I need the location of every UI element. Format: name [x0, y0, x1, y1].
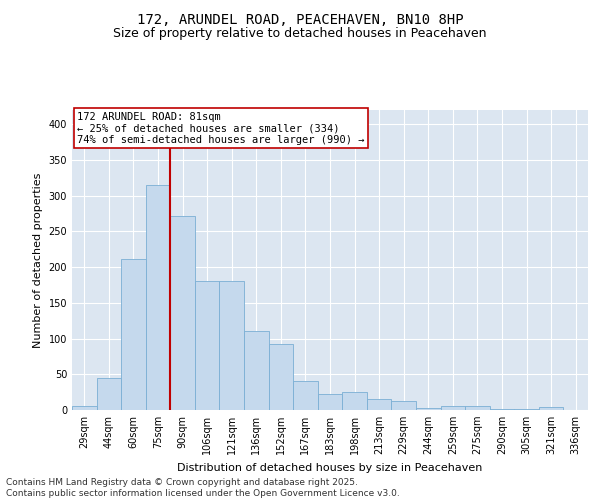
Bar	[170, 216, 195, 410]
Bar	[465, 406, 490, 410]
Bar	[195, 282, 220, 410]
Text: 172 ARUNDEL ROAD: 81sqm
← 25% of detached houses are smaller (334)
74% of semi-d: 172 ARUNDEL ROAD: 81sqm ← 25% of detache…	[77, 112, 365, 144]
Text: Size of property relative to detached houses in Peacehaven: Size of property relative to detached ho…	[113, 28, 487, 40]
Bar	[269, 344, 293, 410]
Bar	[318, 394, 342, 410]
Bar	[121, 258, 146, 410]
Bar	[72, 406, 97, 410]
X-axis label: Distribution of detached houses by size in Peacehaven: Distribution of detached houses by size …	[178, 462, 482, 472]
Y-axis label: Number of detached properties: Number of detached properties	[33, 172, 43, 348]
Bar	[146, 185, 170, 410]
Bar	[367, 400, 391, 410]
Text: 172, ARUNDEL ROAD, PEACEHAVEN, BN10 8HP: 172, ARUNDEL ROAD, PEACEHAVEN, BN10 8HP	[137, 12, 463, 26]
Bar	[416, 408, 440, 410]
Bar	[490, 408, 514, 410]
Bar	[539, 407, 563, 410]
Bar	[244, 332, 269, 410]
Bar	[293, 382, 318, 410]
Bar	[220, 282, 244, 410]
Bar	[440, 406, 465, 410]
Bar	[342, 392, 367, 410]
Text: Contains HM Land Registry data © Crown copyright and database right 2025.
Contai: Contains HM Land Registry data © Crown c…	[6, 478, 400, 498]
Bar	[391, 402, 416, 410]
Bar	[97, 378, 121, 410]
